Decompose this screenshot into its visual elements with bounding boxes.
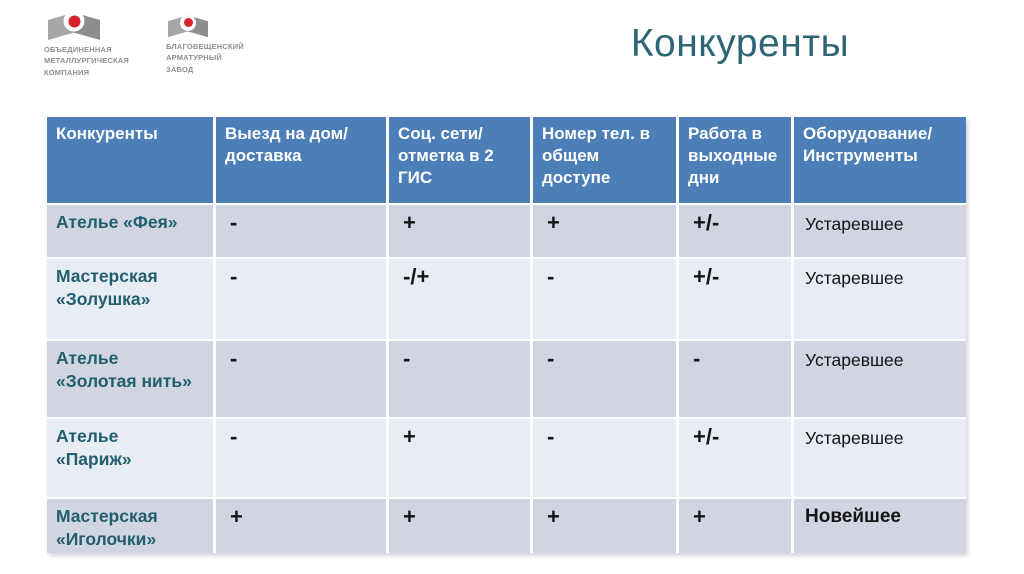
rating-cell: + [216,499,386,553]
rating-cell: - [389,341,530,417]
column-header: Выезд на дом/ доставка [216,117,386,203]
column-header: Соц. сети/ отметка в 2 ГИС [389,117,530,203]
equipment-cell: Устаревшее [794,259,966,339]
rating-cell: -/+ [389,259,530,339]
flag-red-dot-icon [68,15,80,28]
logo-omk: ОБЪЕДИНЕННАЯ МЕТАЛЛУРГИЧЕСКАЯ КОМПАНИЯ [44,8,164,78]
equipment-cell: Устаревшее [794,205,966,257]
logo-baz: БЛАГОВЕЩЕНСКИЙ АРМАТУРНЫЙ ЗАВОД [166,12,266,75]
rating-cell: + [389,499,530,553]
logo-baz-line3: ЗАВОД [166,64,194,74]
page-title: Конкуренты [630,22,850,65]
flag-ring [63,10,85,32]
column-header: Работа в выходные дни [679,117,791,203]
rating-cell: + [533,499,676,553]
omk-flag-icon [48,8,100,40]
flag-red-dot-icon [183,18,193,27]
equipment-cell: Устаревшее [794,341,966,417]
rating-cell: + [389,419,530,497]
rating-cell: - [533,419,676,497]
rating-cell: - [679,341,791,417]
table-row-name: Мастерская «Иголочки» [47,499,213,553]
rating-cell: - [216,341,386,417]
rating-cell: - [216,419,386,497]
rating-cell: - [533,341,676,417]
flag-ring [180,14,196,31]
logo-baz-line1: БЛАГОВЕЩЕНСКИЙ [166,42,244,51]
column-header: Конкуренты [47,117,213,203]
rating-cell: + [389,205,530,257]
column-header: Номер тел. в общем доступе [533,117,676,203]
logo-omk-line1: ОБЪЕДИНЕННАЯ [44,45,112,54]
rating-cell: +/- [679,259,791,339]
baz-flag-icon [168,12,208,37]
logo-omk-line2: МЕТАЛЛУРГИЧЕСКАЯ [44,56,129,66]
table-row-name: Ателье «Золотая нить» [47,341,213,417]
logo-baz-text: БЛАГОВЕЩЕНСКИЙ АРМАТУРНЫЙ ЗАВОД [166,41,266,75]
rating-cell: + [533,205,676,257]
table-row-name: Ателье «Париж» [47,419,213,497]
logo-omk-text: ОБЪЕДИНЕННАЯ МЕТАЛЛУРГИЧЕСКАЯ КОМПАНИЯ [44,44,164,78]
equipment-cell: Новейшее [794,499,966,553]
column-header: Оборудование/ Инструменты [794,117,966,203]
competitors-table: Конкуренты Выезд на дом/ доставка Соц. сет… [47,117,966,553]
rating-cell: - [216,205,386,257]
logo-baz-line2: АРМАТУРНЫЙ [166,53,223,63]
rating-cell: + [679,499,791,553]
rating-cell: - [533,259,676,339]
rating-cell: +/- [679,419,791,497]
equipment-cell: Устаревшее [794,419,966,497]
table-row-name: Ателье «Фея» [47,205,213,257]
logo-omk-line3: КОМПАНИЯ [44,67,90,77]
rating-cell: - [216,259,386,339]
table-row-name: Мастерская «Золушка» [47,259,213,339]
rating-cell: +/- [679,205,791,257]
